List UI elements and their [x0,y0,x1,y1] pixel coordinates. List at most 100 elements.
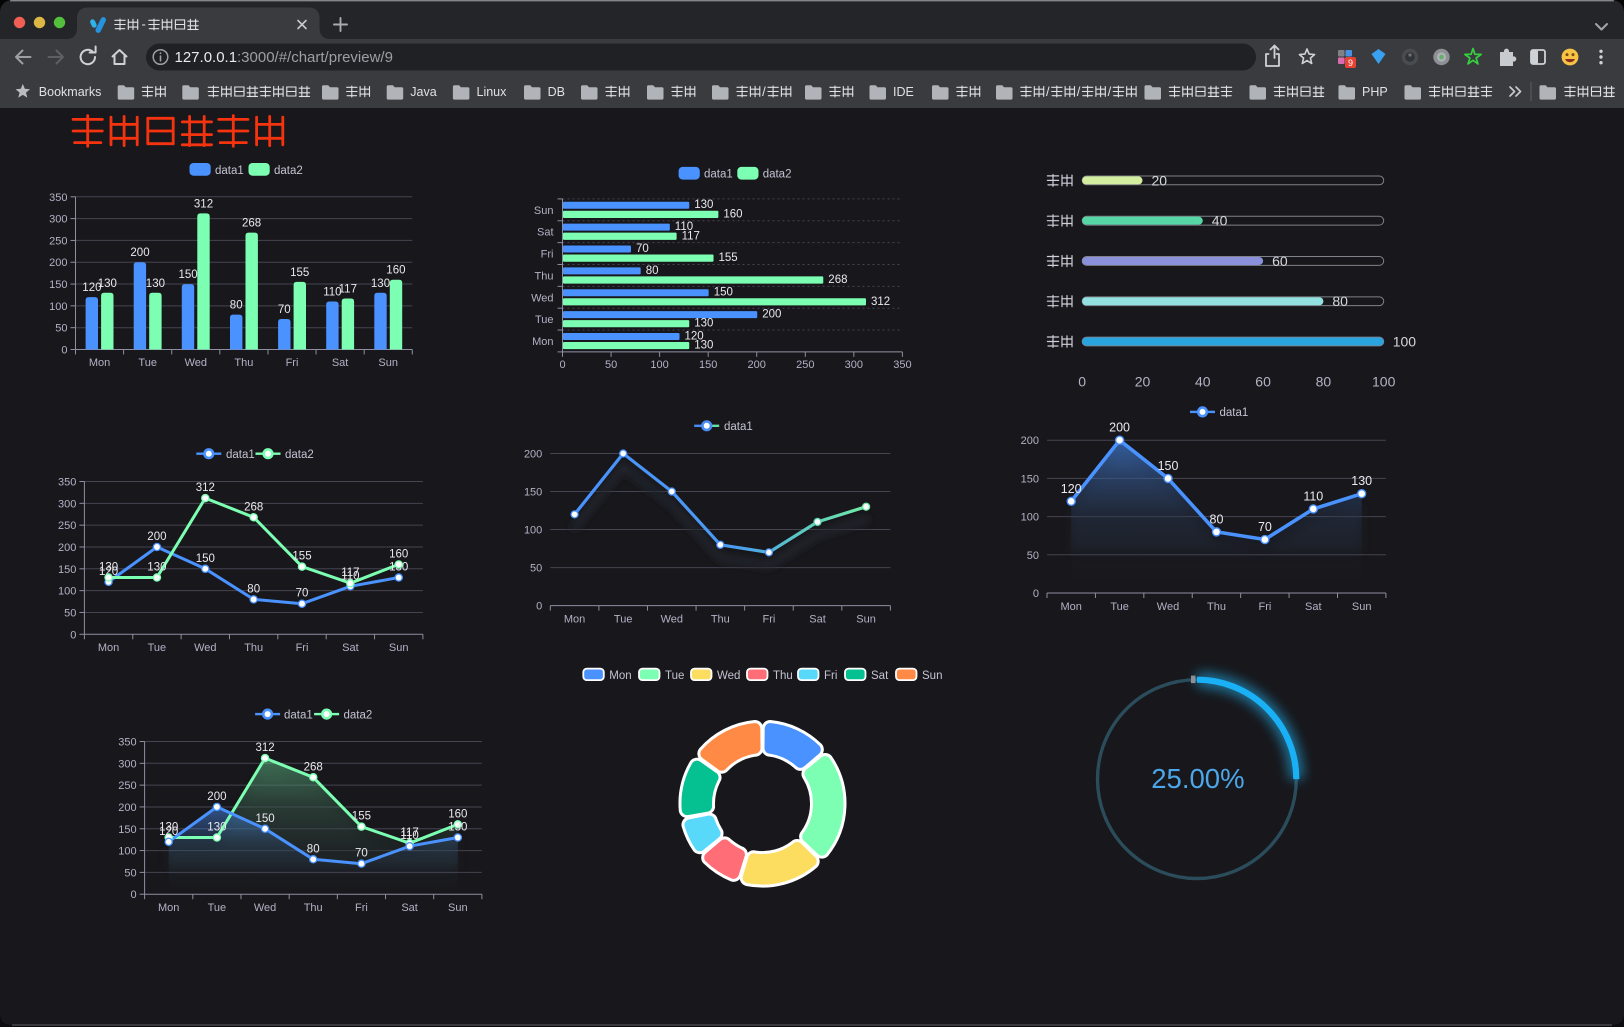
svg-text:Sun: Sun [378,357,398,369]
svg-text:0: 0 [559,359,565,371]
svg-text:80: 80 [1332,293,1348,309]
svg-text:Tue: Tue [138,357,157,369]
svg-text:350: 350 [49,192,67,204]
svg-text:Mon: Mon [532,336,553,348]
svg-text:Thu: Thu [304,902,323,914]
svg-text:Sun: Sun [389,642,409,654]
svg-text:130: 130 [159,822,178,834]
svg-text:268: 268 [242,218,261,230]
svg-text:117: 117 [341,567,359,579]
svg-text:150: 150 [524,487,542,499]
svg-text:Thu: Thu [535,270,554,282]
svg-text:50: 50 [1027,550,1039,562]
svg-text:312: 312 [256,742,275,754]
svg-text:150: 150 [49,279,67,291]
svg-text:120: 120 [1061,482,1082,496]
svg-text:Sat: Sat [809,614,826,626]
svg-text:117: 117 [400,827,418,839]
svg-text:350: 350 [58,477,76,489]
svg-text:data2: data2 [344,709,373,721]
svg-text:300: 300 [118,758,136,770]
svg-text:Fri: Fri [296,642,309,654]
svg-text:60: 60 [1255,374,1271,390]
svg-text:Sat: Sat [871,670,889,682]
svg-text:110: 110 [400,830,418,842]
svg-text:Fri: Fri [824,670,837,682]
svg-text:150: 150 [1158,459,1179,473]
svg-text:/: / [1108,84,1112,99]
svg-text:Fri: Fri [286,357,299,369]
svg-text:80: 80 [230,300,243,312]
svg-text:data2: data2 [274,165,303,177]
svg-text:70: 70 [636,243,649,255]
svg-text:-: - [142,17,146,32]
svg-text:40: 40 [1212,213,1228,229]
svg-text:60: 60 [1272,253,1288,269]
svg-text:Mon: Mon [609,670,631,682]
svg-text:150: 150 [699,359,717,371]
svg-text:70: 70 [278,304,291,316]
svg-text:150: 150 [714,287,733,299]
svg-text:80: 80 [646,265,659,277]
svg-text:Fri: Fri [1258,601,1271,613]
svg-text:120: 120 [99,566,118,578]
svg-text:110: 110 [675,221,693,233]
svg-text:100: 100 [49,301,67,313]
svg-text:data1: data1 [284,709,313,721]
svg-text:40: 40 [1195,374,1211,390]
svg-text:160: 160 [386,265,405,277]
svg-text:130: 130 [694,199,713,211]
svg-text:Thu: Thu [711,614,730,626]
svg-text:Fri: Fri [541,249,554,261]
svg-text::3000/#/chart/preview/9: :3000/#/chart/preview/9 [237,49,393,66]
svg-text:PHP: PHP [1362,85,1388,99]
svg-text:200: 200 [1021,435,1039,447]
svg-text:/: / [1077,84,1081,99]
svg-text:130: 130 [207,822,226,834]
svg-text:268: 268 [304,761,323,773]
svg-text:150: 150 [1021,473,1039,485]
svg-text:Tue: Tue [1110,601,1129,613]
svg-text:Thu: Thu [244,642,263,654]
svg-text:Wed: Wed [717,670,740,682]
svg-text:100: 100 [1021,512,1039,524]
svg-text:70: 70 [1258,520,1272,534]
svg-text:117: 117 [682,230,700,242]
svg-text:200: 200 [524,449,542,461]
svg-text:130: 130 [98,278,117,290]
svg-text:Wed: Wed [194,642,216,654]
svg-text:110: 110 [341,570,359,582]
svg-text:80: 80 [307,843,320,855]
svg-text:200: 200 [147,531,166,543]
svg-text:data1: data1 [704,169,733,181]
svg-text:25.00%: 25.00% [1151,763,1244,794]
svg-text:/: / [1046,84,1050,99]
svg-text:130: 130 [694,340,713,352]
svg-text:130: 130 [99,562,118,574]
svg-text:155: 155 [719,252,738,264]
svg-text:300: 300 [49,214,67,226]
svg-text:Fri: Fri [355,902,368,914]
svg-text:Wed: Wed [661,614,683,626]
svg-text:0: 0 [536,601,542,613]
svg-text:data1: data1 [1220,407,1249,419]
svg-text:Thu: Thu [1207,601,1226,613]
svg-text:100: 100 [58,586,76,598]
svg-text:268: 268 [244,501,263,513]
svg-text:Sat: Sat [342,642,359,654]
svg-text:Sat: Sat [537,227,554,239]
svg-text:130: 130 [1351,474,1372,488]
svg-text:Tue: Tue [665,670,684,682]
svg-text:data2: data2 [285,449,314,461]
svg-text:/: / [762,84,766,99]
svg-text:Sun: Sun [856,614,876,626]
svg-text:250: 250 [58,520,76,532]
svg-text:Mon: Mon [1060,601,1081,613]
svg-text:200: 200 [762,309,781,321]
svg-text:70: 70 [296,588,309,600]
svg-text:155: 155 [292,551,311,563]
svg-text:268: 268 [828,274,847,286]
svg-text:9: 9 [1348,58,1353,68]
svg-text:Tue: Tue [208,902,227,914]
svg-text:20: 20 [1152,172,1168,188]
